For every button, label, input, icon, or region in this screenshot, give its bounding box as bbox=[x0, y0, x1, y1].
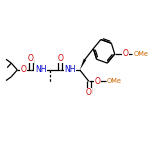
Text: O: O bbox=[95, 77, 100, 86]
Text: O: O bbox=[20, 65, 26, 74]
Text: O: O bbox=[28, 54, 34, 63]
Text: OMe: OMe bbox=[133, 51, 148, 57]
Text: O: O bbox=[57, 54, 63, 63]
Text: O: O bbox=[86, 88, 92, 97]
Polygon shape bbox=[80, 59, 86, 70]
Text: NH: NH bbox=[35, 65, 46, 74]
Text: NH: NH bbox=[64, 65, 76, 74]
Text: O: O bbox=[122, 49, 128, 59]
Text: OMe: OMe bbox=[107, 78, 122, 84]
